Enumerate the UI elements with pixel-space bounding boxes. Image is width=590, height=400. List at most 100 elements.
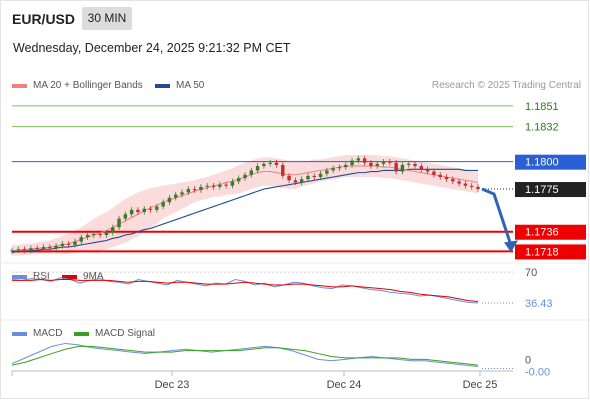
rsi-line: [11, 277, 479, 304]
candle-body: [211, 185, 216, 187]
candle-body: [425, 169, 430, 172]
candle-body: [299, 179, 304, 183]
rsi-level-label: 70: [525, 267, 537, 279]
projection-arrowhead: [504, 240, 518, 253]
candle-body: [192, 189, 197, 191]
candle-body: [451, 179, 455, 182]
candle-body: [66, 243, 71, 245]
macd-signal-line: [11, 345, 479, 366]
candle-body: [236, 178, 241, 182]
candle-body: [104, 232, 109, 236]
macd-current-label: -0.00: [525, 367, 550, 379]
rsi-swatch: [12, 274, 27, 279]
candle-body: [312, 175, 317, 177]
candle-body: [85, 235, 90, 238]
candle-body: [142, 208, 146, 213]
candle-body: [369, 162, 373, 167]
candle-body: [356, 158, 361, 161]
candle-body: [375, 163, 379, 167]
candle-body: [60, 243, 65, 246]
research-credit: Research © 2025 Trading Central: [431, 80, 581, 91]
candle-body: [129, 209, 134, 215]
candle-body: [255, 166, 260, 171]
legend-ma50: MA 50: [155, 80, 204, 91]
candle-body: [48, 247, 52, 249]
current-price-label: 1.1775: [525, 184, 559, 196]
candle-body: [318, 173, 323, 177]
candle-body: [337, 167, 342, 169]
current-price-tag: [515, 182, 586, 198]
candle-body: [155, 206, 159, 210]
candle-body: [344, 164, 348, 168]
candle-body: [268, 162, 272, 164]
candle-body: [438, 174, 442, 177]
candle-body: [16, 249, 21, 251]
candle-body: [199, 186, 203, 191]
legend-rsi-ma: 9MA: [62, 271, 104, 282]
candle-body: [29, 248, 33, 251]
symbol-title: EUR/USD: [12, 11, 76, 27]
ma50-line: [11, 168, 478, 254]
legend-rsi: RSI: [12, 271, 50, 282]
ma50-legend-label: MA 50: [176, 80, 205, 91]
rsi-legend-label: RSI: [33, 271, 50, 282]
candle-body: [148, 208, 153, 210]
target-level-label: 1.1851: [525, 101, 559, 113]
support-level-tag: [515, 244, 586, 260]
candle-body: [186, 189, 191, 193]
candle-body: [173, 194, 178, 198]
candle-body: [10, 250, 14, 252]
candle-body: [22, 249, 27, 251]
candle-body: [79, 237, 84, 242]
candle-body: [243, 174, 247, 179]
candle-body: [413, 163, 417, 167]
candle-body: [161, 202, 165, 207]
legend-macd: MACD: [12, 328, 62, 339]
time-axis-label: Dec 24: [327, 379, 362, 391]
candle-body: [54, 245, 58, 249]
candle-body: [117, 218, 121, 228]
ma20-legend-label: MA 20 + Bollinger Bands: [33, 80, 143, 91]
legend-macd-signal: MACD Signal: [74, 328, 155, 339]
support-level-label: 1.1718: [525, 246, 559, 258]
rsi-ma-line: [12, 278, 479, 302]
candle-body: [111, 227, 115, 233]
target-level-label: 1.1832: [525, 122, 559, 134]
candle-body: [249, 170, 254, 175]
candle-body: [167, 197, 172, 203]
macd-signal-legend-label: MACD Signal: [95, 328, 156, 339]
candle-body: [419, 166, 424, 170]
macd-signal-swatch: [74, 331, 89, 336]
candle-body: [230, 181, 235, 186]
chart-datetime: Wednesday, December 24, 2025 9:21:32 PM …: [13, 41, 291, 55]
candle-body: [123, 214, 128, 219]
candle-body: [98, 233, 102, 236]
candle-body: [136, 209, 140, 213]
rsi-ma-swatch: [62, 274, 77, 279]
pivot-level-label: 1.1800: [525, 157, 559, 169]
macd-line: [11, 342, 479, 368]
candle-body: [362, 158, 367, 163]
candle-body: [388, 161, 392, 163]
candle-body: [394, 162, 398, 172]
timeframe-badge[interactable]: 30 MIN: [82, 7, 132, 30]
candle-body: [381, 161, 386, 164]
macd-legend-label: MACD: [33, 328, 63, 339]
candle-body: [274, 162, 279, 165]
candle-body: [180, 192, 184, 195]
support-level-tag: [515, 224, 586, 240]
candle-body: [463, 183, 468, 186]
macd-swatch: [12, 331, 27, 336]
candle-body: [400, 164, 405, 172]
chart-header: EUR/USD 30 MIN Wednesday, December 24, 2…: [0, 0, 590, 70]
pivot-level-tag: [515, 154, 586, 170]
candle-body: [35, 248, 39, 250]
rsi-current-label: 36.43: [525, 298, 553, 310]
bollinger-band: [12, 155, 478, 256]
rsi-ma-legend-label: 9MA: [83, 271, 104, 282]
candle-body: [281, 164, 285, 176]
candle-body: [406, 163, 411, 165]
candle-body: [218, 184, 222, 187]
